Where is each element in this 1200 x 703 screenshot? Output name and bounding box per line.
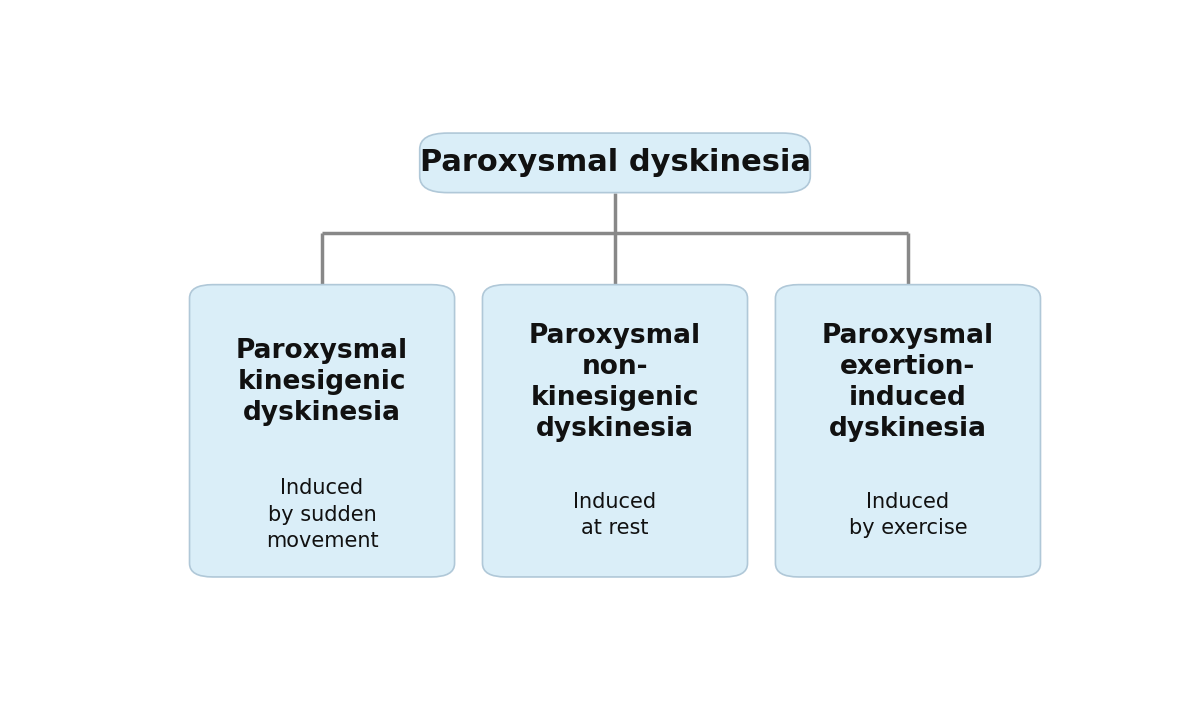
FancyBboxPatch shape	[482, 285, 748, 577]
Text: Paroxysmal dyskinesia: Paroxysmal dyskinesia	[420, 148, 810, 177]
Text: Induced
by exercise: Induced by exercise	[848, 491, 967, 538]
Text: Paroxysmal
non-
kinesigenic
dyskinesia: Paroxysmal non- kinesigenic dyskinesia	[529, 323, 701, 441]
FancyBboxPatch shape	[190, 285, 455, 577]
Text: Paroxysmal
exertion-
induced
dyskinesia: Paroxysmal exertion- induced dyskinesia	[822, 323, 994, 441]
Text: Paroxysmal
kinesigenic
dyskinesia: Paroxysmal kinesigenic dyskinesia	[236, 338, 408, 426]
Text: Induced
by sudden
movement: Induced by sudden movement	[265, 478, 378, 551]
FancyBboxPatch shape	[420, 133, 810, 193]
FancyBboxPatch shape	[775, 285, 1040, 577]
Text: Induced
at rest: Induced at rest	[574, 491, 656, 538]
